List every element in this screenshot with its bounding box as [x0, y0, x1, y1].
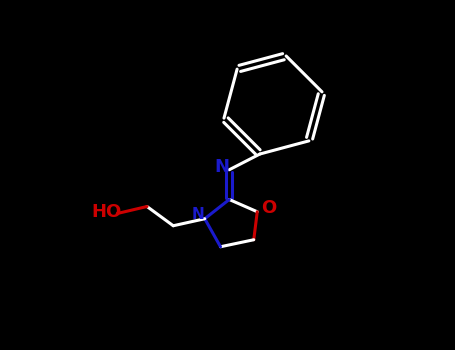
Text: O: O — [261, 199, 276, 217]
Text: HO: HO — [91, 203, 121, 221]
Text: N: N — [214, 158, 229, 176]
Text: N: N — [192, 207, 205, 222]
